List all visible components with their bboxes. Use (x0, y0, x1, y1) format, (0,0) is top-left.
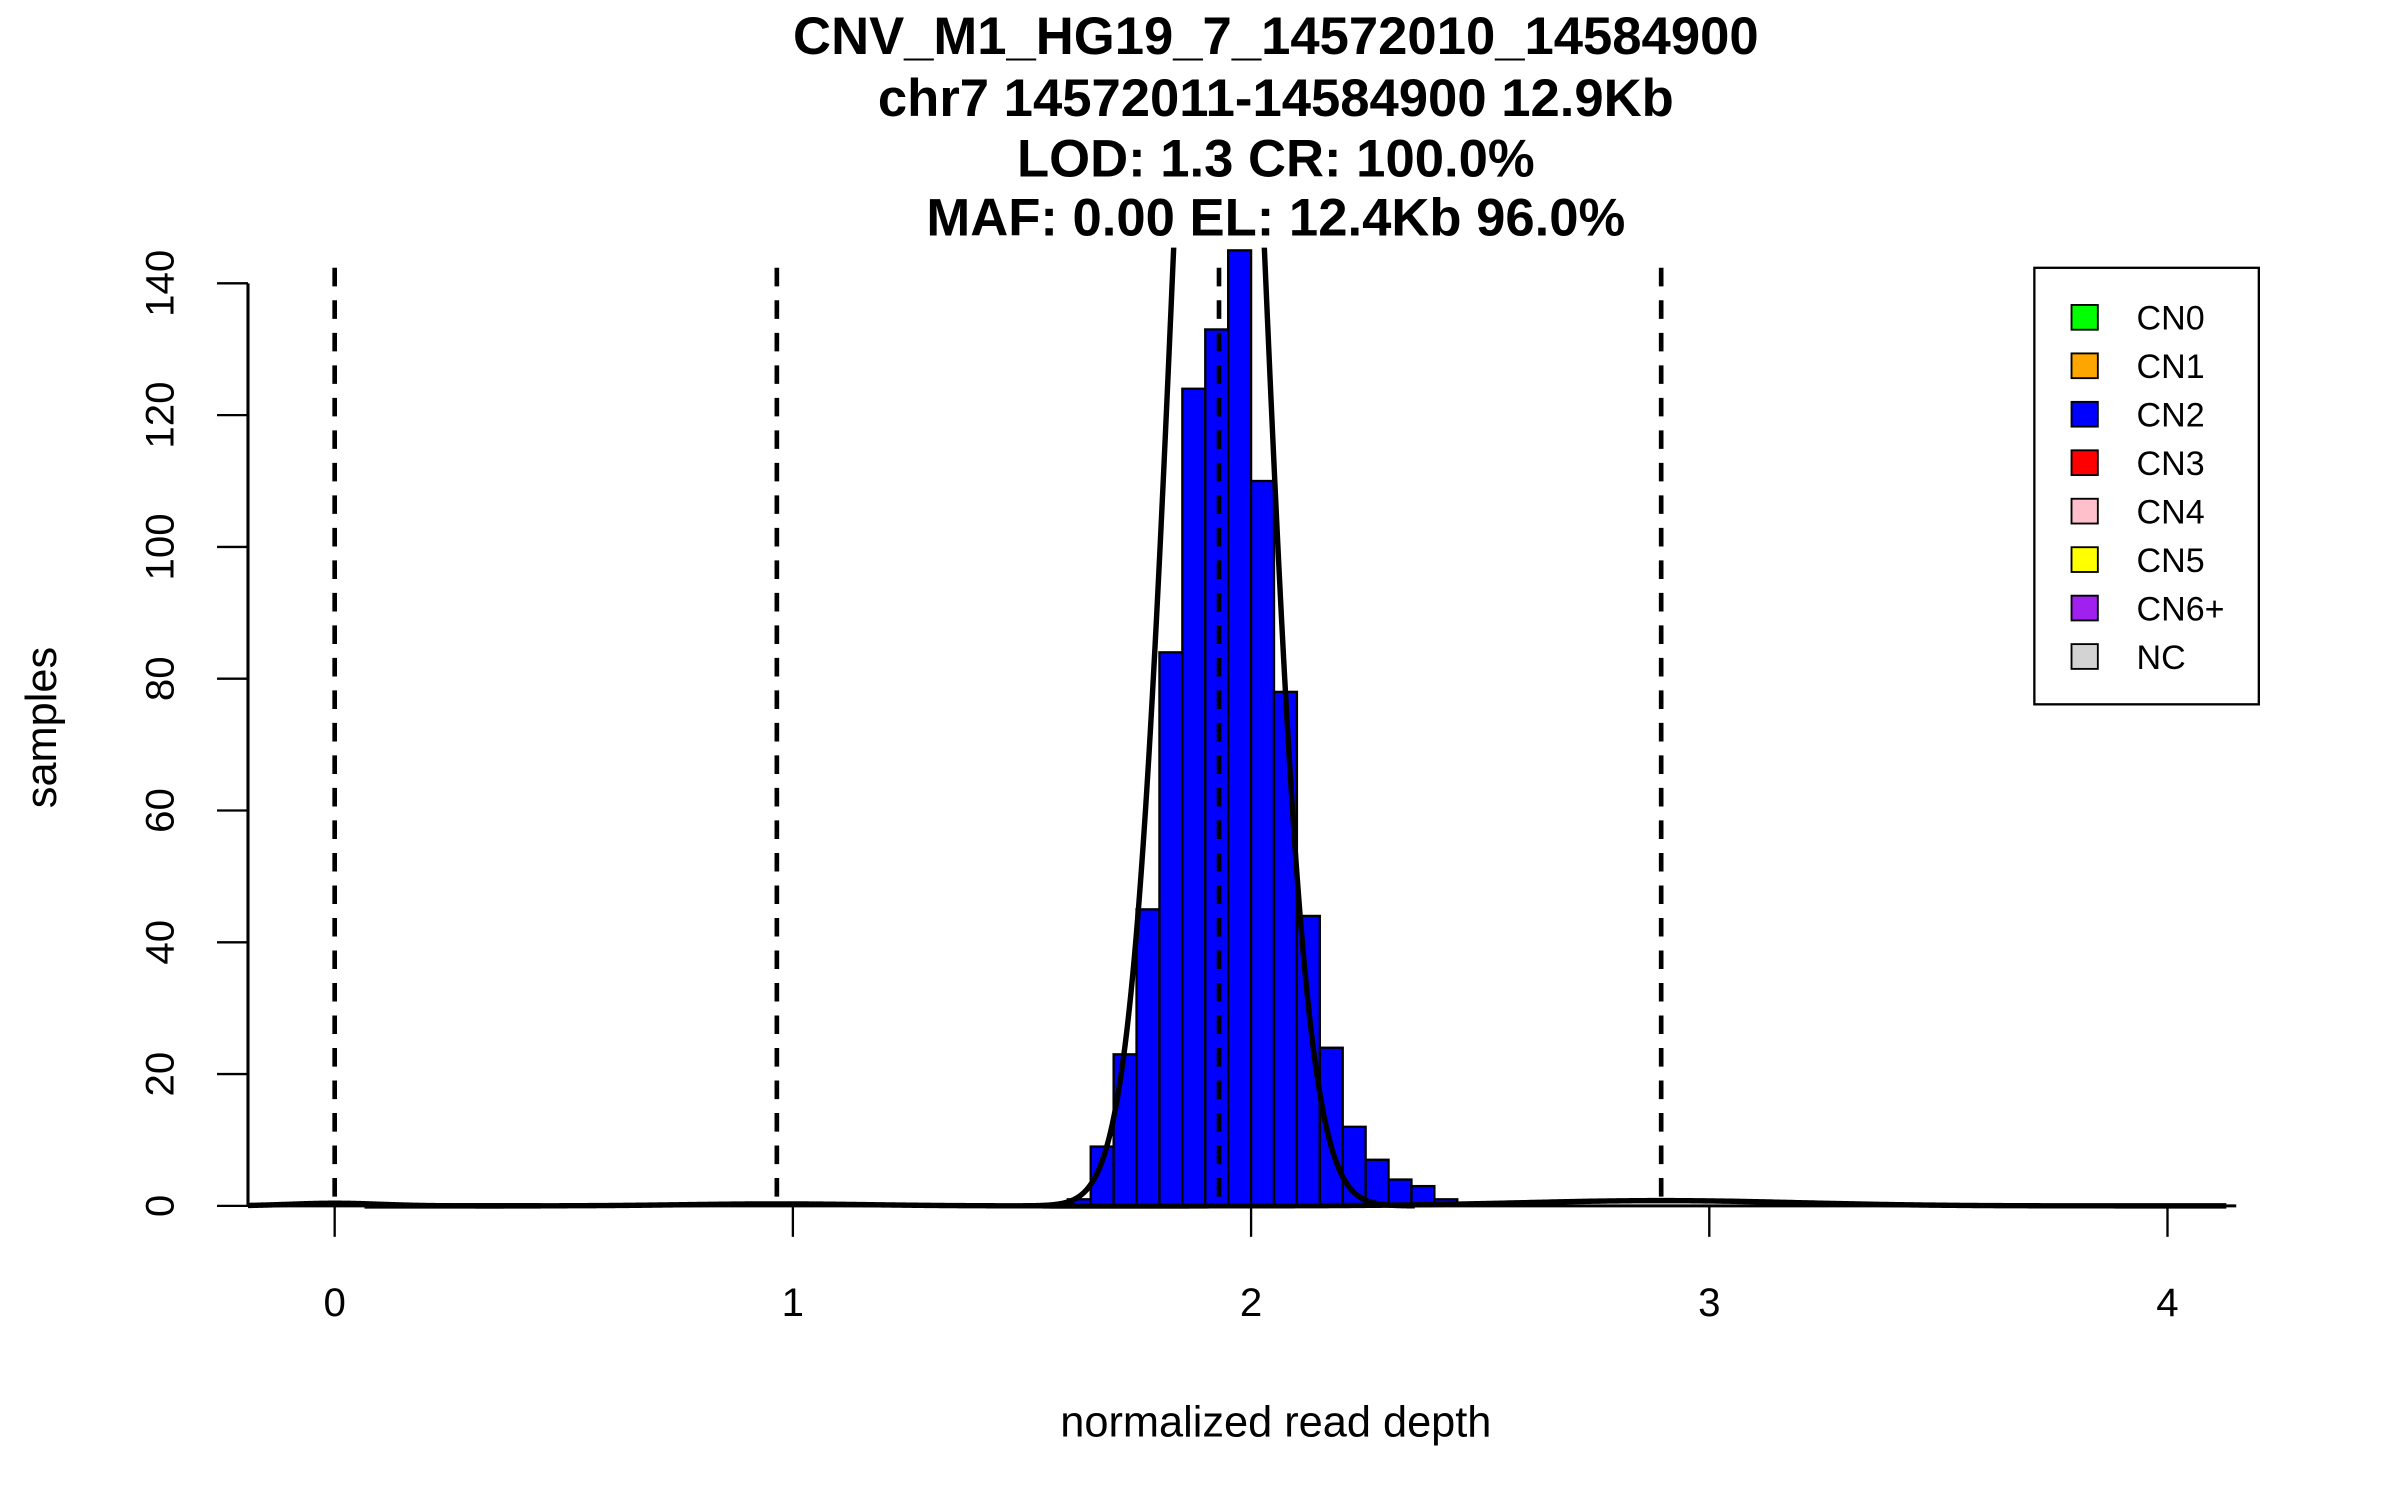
x-axis-label: normalized read depth (1060, 1399, 1491, 1447)
y-tick-label: 60 (138, 788, 183, 833)
legend-label: CN2 (2137, 397, 2205, 435)
legend-label: CN0 (2137, 300, 2205, 338)
legend-swatch (2070, 643, 2099, 670)
title-line-2: chr7 14572011-14584900 12.9Kb (878, 69, 1674, 128)
fit-curve (1023, 247, 1415, 1209)
histogram-bar (1181, 387, 1207, 1208)
y-tick-label: 120 (138, 382, 183, 449)
threshold-lines (332, 267, 1664, 1206)
legend-swatch (2070, 400, 2099, 428)
legend-label: CN4 (2137, 494, 2205, 532)
legend-label: CN5 (2137, 542, 2205, 580)
legend-label: CN6+ (2137, 590, 2225, 628)
legend-swatch (2070, 449, 2099, 477)
histogram-bar (1387, 1178, 1413, 1208)
legend-swatch (2070, 594, 2099, 622)
y-tick-label: 100 (138, 513, 183, 580)
y-tick-label: 20 (138, 1052, 183, 1097)
legend: CN0 CN1 CN2 CN3 CN4 CN5 CN6+ NC (2033, 266, 2260, 706)
title-line-3: LOD: 1.3 CR: 100.0% (1017, 129, 1535, 188)
legend-label: CN1 (2137, 348, 2205, 386)
legend-box (2033, 266, 2260, 706)
histogram-bar (1112, 1053, 1138, 1208)
chart-title: CNV_M1_HG19_7_14572010_14584900 chr7 145… (793, 7, 1759, 247)
x-tick-label: 3 (1698, 1280, 1720, 1325)
histogram-bar (1158, 651, 1184, 1208)
x-tick-label: 4 (2156, 1280, 2178, 1325)
x-tick-label: 1 (782, 1280, 804, 1325)
x-tick-label: 0 (323, 1280, 345, 1325)
histogram-bar (1227, 249, 1253, 1208)
title-line-1: CNV_M1_HG19_7_14572010_14584900 (793, 7, 1759, 66)
legend-label: NC (2137, 639, 2186, 677)
legend-swatch (2070, 497, 2099, 525)
histogram-bars (1066, 249, 1459, 1208)
y-tick-label: 140 (138, 250, 183, 317)
title-line-4: MAF: 0.00 EL: 12.4Kb 96.0% (926, 188, 1625, 247)
legend-swatch (2070, 304, 2099, 331)
y-tick-label: 0 (138, 1195, 183, 1217)
legend-swatch (2070, 546, 2099, 573)
histogram-bar (1249, 479, 1276, 1208)
y-axis-label: samples (18, 647, 66, 808)
histogram-bar (1135, 908, 1161, 1208)
y-tick-label: 80 (138, 656, 183, 701)
histogram-bar (1318, 1046, 1344, 1208)
legend-swatch (2070, 352, 2099, 380)
x-tick-label: 2 (1240, 1280, 1262, 1325)
histogram-bar (1272, 690, 1299, 1208)
y-tick-label: 40 (138, 920, 183, 965)
legend-label: CN3 (2137, 445, 2205, 483)
